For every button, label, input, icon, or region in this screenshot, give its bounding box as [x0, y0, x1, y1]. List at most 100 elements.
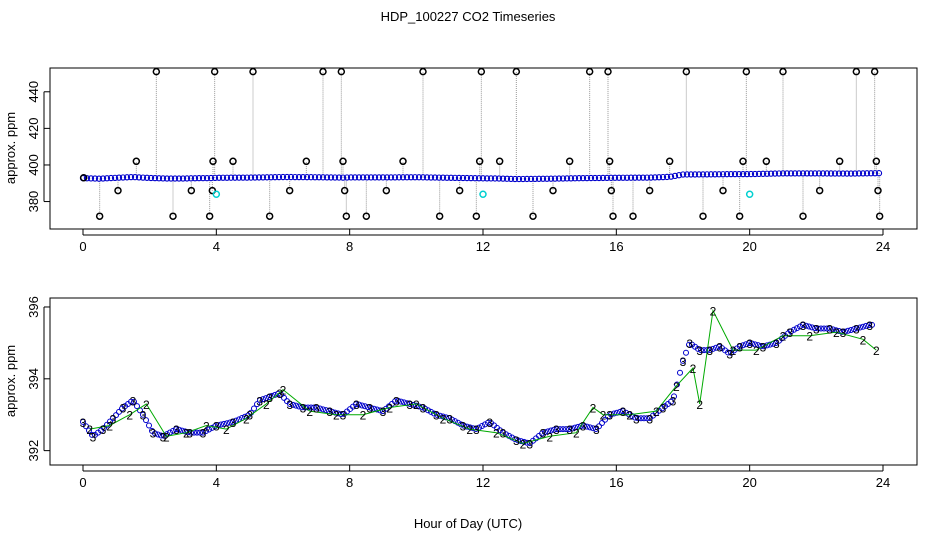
trace-point [725, 349, 731, 356]
series-2-marker-7: 2 [223, 423, 230, 437]
baseline-point [87, 175, 95, 182]
baseline-point [387, 174, 395, 181]
baseline-point [711, 171, 719, 178]
series-3-marker-16: 3 [266, 391, 273, 405]
trace-point [218, 421, 224, 428]
series-3-marker-15: 3 [256, 394, 263, 408]
top-y-tick-label-3: 440 [26, 81, 41, 103]
trace-point [401, 399, 407, 406]
flagged-point-37 [605, 157, 614, 166]
series-2-marker-2: 2 [126, 409, 133, 423]
baseline-point [699, 171, 707, 178]
trace-point [848, 326, 854, 333]
top-x-tick-label-2: 8 [346, 239, 353, 254]
trace-point [335, 410, 341, 417]
baseline-point [779, 170, 787, 177]
trace-point [287, 401, 293, 408]
baseline-point [683, 171, 691, 178]
trace-point [290, 401, 296, 408]
flagged-point-23 [399, 157, 407, 166]
baseline-point [375, 174, 383, 181]
series-3-marker-5: 3 [130, 394, 137, 408]
trace-point [398, 398, 404, 405]
trace-point [701, 347, 707, 354]
series-3-marker-53: 3 [726, 348, 733, 362]
flagged-point-46 [735, 212, 744, 220]
baseline-point [271, 174, 279, 181]
series-3-marker-45: 3 [646, 412, 653, 426]
baseline-point [831, 170, 839, 177]
bottom-x-tick-label-2: 8 [346, 475, 353, 490]
baseline-point [467, 174, 475, 182]
baseline-point [151, 174, 159, 182]
cyan-point-0 [212, 190, 221, 198]
flagged-point-21 [362, 212, 371, 220]
baseline-point [367, 174, 375, 181]
series-3-marker-19: 3 [300, 402, 307, 416]
baseline-point [327, 174, 335, 181]
flagged-point-31 [512, 67, 521, 76]
bottom-y-axis-label: approx. ppm [3, 345, 18, 417]
trace-point [374, 406, 380, 413]
series-2-marker-31: 2 [753, 344, 760, 358]
trace-point [602, 416, 608, 423]
trace-point [485, 419, 491, 426]
baseline-point [635, 174, 643, 181]
baseline-point [495, 175, 503, 182]
baseline-point [335, 174, 343, 181]
trace-point [818, 325, 824, 332]
trace-point [794, 325, 800, 332]
trace-point [473, 425, 479, 432]
baseline-point [299, 174, 307, 181]
series-3-marker-50: 3 [696, 344, 703, 358]
top-x-tick-label-1: 4 [213, 239, 220, 254]
trace-point [590, 425, 596, 432]
baseline-point [611, 174, 619, 181]
trace-point [587, 424, 593, 431]
trace-point [566, 426, 572, 433]
series-3-marker-60: 3 [813, 323, 820, 337]
trace-point [182, 428, 188, 435]
series-3-marker-39: 3 [566, 423, 573, 437]
baseline-point [775, 170, 783, 177]
baseline-point [399, 174, 407, 181]
trace-point [644, 415, 650, 422]
trace-point [671, 393, 677, 400]
series-3-marker-64: 3 [866, 319, 873, 333]
flagged-point-19 [340, 186, 349, 195]
trace-point [425, 407, 431, 414]
baseline-point [551, 175, 559, 182]
trace-point [713, 344, 719, 351]
series-3-marker-17: 3 [276, 387, 283, 401]
flagged-point-50 [779, 67, 787, 76]
trace-point [434, 411, 440, 418]
trace-point [686, 341, 692, 348]
trace-point [107, 418, 113, 425]
trace-point [275, 390, 281, 397]
baseline-point [563, 175, 571, 182]
baseline-point [723, 171, 731, 178]
flagged-point-43 [682, 67, 691, 76]
trace-point [170, 427, 176, 434]
baseline-point [811, 170, 819, 177]
trace-point [422, 405, 428, 412]
trace-point [281, 394, 287, 401]
trace-point [332, 409, 338, 416]
series-3-marker-32: 3 [473, 423, 480, 437]
trace-point [80, 418, 86, 425]
baseline-point [403, 174, 411, 181]
trace-point [314, 404, 320, 411]
baseline-point [603, 174, 611, 182]
figure-title: HDP_100227 CO2 Timeseries [381, 9, 556, 24]
baseline-point [191, 175, 199, 182]
baseline-point [159, 175, 167, 182]
top-x-tick-label-3: 12 [476, 239, 490, 254]
series-3-marker-47: 3 [670, 394, 677, 408]
flagged-point-12 [249, 67, 257, 76]
series-2-marker-8: 2 [243, 412, 250, 426]
trace-point [308, 404, 314, 411]
series-3-marker-46: 3 [660, 402, 667, 416]
bottom-x-tick-label-6: 24 [876, 475, 890, 490]
